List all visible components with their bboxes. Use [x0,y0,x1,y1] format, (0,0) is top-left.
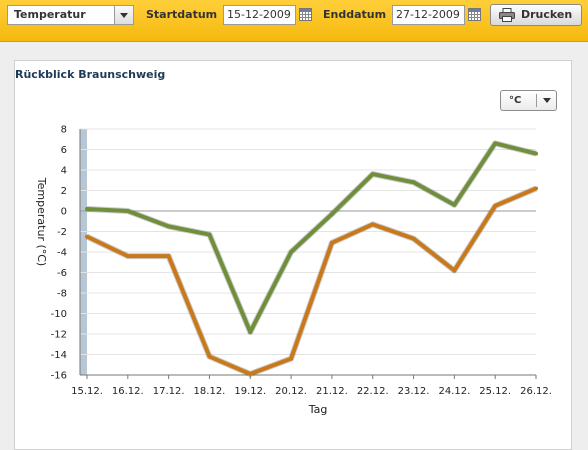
y-tick-label: -6 [57,268,67,279]
start-date-field[interactable]: 15-12-2009 [223,5,296,25]
y-tick-label: -2 [57,227,67,238]
x-tick-label: 18.12. [194,386,226,397]
print-button-label: Drucken [521,8,573,21]
calendar-icon[interactable] [299,8,312,21]
series-1-point [534,186,538,191]
x-tick-label: 22.12. [357,386,389,397]
chevron-down-icon[interactable] [114,6,133,24]
end-date-label: Enddatum [323,8,387,21]
series-1-point [125,254,130,259]
chart-panel [14,60,572,450]
series-0-line [86,141,537,334]
x-axis-label: Tag [308,403,328,416]
series-0-point [329,212,334,217]
y-tick-label: -8 [57,289,67,300]
y-tick-label: -14 [51,350,67,361]
y-axis-label: Temperatur (°C) [35,177,48,266]
series-1-point [411,236,416,241]
unit-select-separator [536,94,537,107]
series-0-point [452,202,457,207]
series-1-point [370,222,375,227]
x-tick-label: 17.12. [153,386,185,397]
x-tick-label: 20.12. [275,386,307,397]
x-tick-label: 19.12. [234,386,266,397]
y-tick-label: 6 [61,145,67,156]
printer-icon [499,8,515,22]
series-0-point [85,206,89,211]
series-1-point [329,240,334,245]
series-0-point [207,232,212,237]
x-tick-label: 25.12. [479,386,511,397]
y-tick-label: -10 [51,309,67,320]
series-0-point [411,180,416,185]
unit-select[interactable]: °C [500,90,557,111]
y-tick-label: -4 [57,248,67,259]
x-tick-label: 26.12. [520,386,552,397]
calendar-icon[interactable] [468,8,481,21]
x-tick-label: 23.12. [398,386,430,397]
series-1-shadow [85,185,538,377]
panel-title: Rückblick Braunschweig [15,68,166,81]
x-tick-label: 21.12. [316,386,348,397]
series-0-point [125,209,130,213]
series-0-point [534,151,538,156]
series-0-point [289,250,294,254]
x-tick-label: 24.12. [438,386,470,397]
series-1-point [207,354,212,359]
measure-select-value: Temperatur [14,8,86,21]
y-tick-label: 8 [61,125,67,136]
y-tick-label: 4 [61,166,67,177]
end-date-field[interactable]: 27-12-2009 [392,5,465,25]
series-1-line [86,186,537,376]
y-tick-label: 0 [61,207,67,218]
chevron-down-icon[interactable] [543,98,551,103]
series-1-point [166,254,171,259]
series-0-point [166,224,171,229]
y-tick-label: 2 [61,186,67,197]
x-tick-label: 15.12. [71,386,103,397]
series-1-point [248,371,253,376]
unit-select-value: °C [509,95,522,106]
x-tick-label: 16.12. [112,386,144,397]
series-0-point [248,329,253,334]
y-tick-label: -16 [51,371,67,382]
y-tick-label: -12 [51,330,67,341]
series-0-point [370,172,375,177]
series-1-point [289,356,294,361]
series-1-point [493,203,498,208]
series-1-point [452,268,457,273]
start-date-label: Startdatum [146,8,218,21]
measure-select[interactable]: Temperatur [7,5,134,25]
series-1-point [85,234,89,239]
print-button[interactable]: Drucken [490,4,582,26]
series-0-point [493,141,498,146]
